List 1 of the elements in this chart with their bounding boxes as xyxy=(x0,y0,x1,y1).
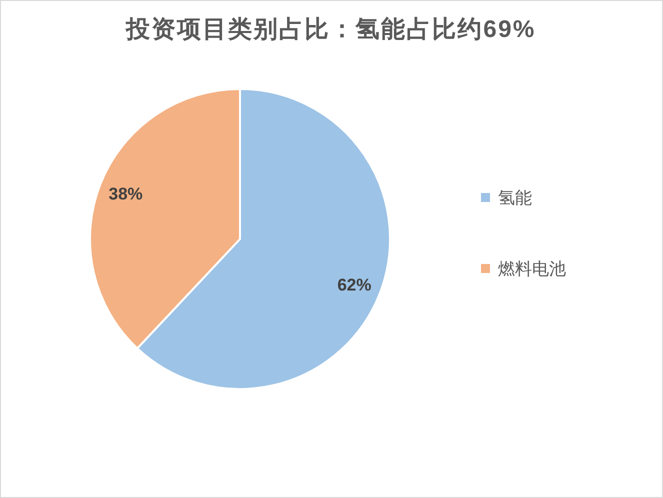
title: 投资项目类别占比：氢能占比约69% xyxy=(126,16,536,43)
